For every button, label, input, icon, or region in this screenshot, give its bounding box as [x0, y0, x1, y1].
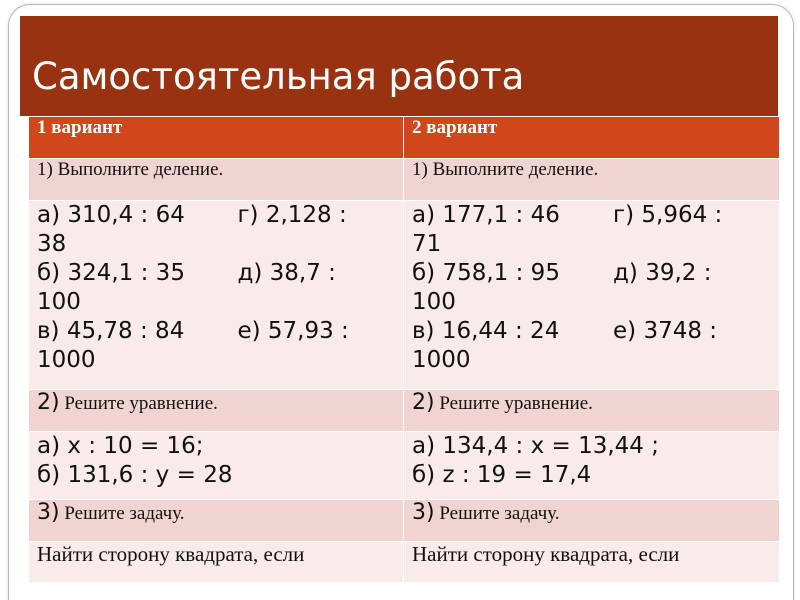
equation-v2-b: б) z : 19 = 17,4	[412, 462, 592, 488]
header-variant-1: 1 вариант	[28, 116, 404, 159]
task2-label-v1: 2) Решите уравнение.	[28, 389, 404, 432]
task1-v1-line: в) 45,78 : 84 е) 57,93 :	[37, 318, 349, 344]
equation-v1-b: б) 131,6 : у = 28	[37, 462, 233, 488]
equation-v1-a: а) х : 10 = 16;	[37, 433, 204, 459]
task1-v2-line: б) 758,1 : 95 д) 39,2 :	[412, 260, 712, 286]
task1-v2-line: в) 16,44 : 24 е) 3748 :	[412, 318, 718, 344]
task1-content-row: а) 310,4 : 64 г) 2,128 : 38 б) 324,1 : 35…	[28, 200, 780, 390]
task3-v1-content: Найти сторону квадрата, если	[28, 541, 404, 583]
task3-row: 3) Решите задачу. 3) Решите задачу.	[28, 499, 780, 542]
task3-v2-content: Найти сторону квадрата, если	[403, 541, 780, 583]
header-variant-2: 2 вариант	[403, 116, 780, 159]
task1-v1-line: б) 324,1 : 35 д) 38,7 :	[37, 260, 336, 286]
task2-label-v2: 2) Решите уравнение.	[403, 389, 780, 432]
task1-v2-wrap: 1000	[412, 347, 471, 373]
task2-v1-content: а) х : 10 = 16; б) 131,6 : у = 28	[28, 431, 404, 500]
task1-row: 1) Выполните деление. 1) Выполните делен…	[28, 158, 780, 201]
task2-content-row: а) х : 10 = 16; б) 131,6 : у = 28 а) 134…	[28, 431, 780, 500]
task1-v1-content: а) 310,4 : 64 г) 2,128 : 38 б) 324,1 : 35…	[28, 200, 404, 390]
task3-label-v2: 3) Решите задачу.	[403, 499, 780, 542]
task1-v1-wrap: 100	[37, 289, 81, 315]
task1-v2-wrap: 100	[412, 289, 456, 315]
title-band	[20, 16, 778, 116]
equation-v2-a: а) 134,4 : х = 13,44 ;	[412, 433, 660, 459]
task1-v2-line: а) 177,1 : 46 г) 5,964 :	[412, 202, 723, 228]
task1-v1-wrap: 1000	[37, 347, 96, 373]
task1-v1-wrap: 38	[37, 231, 67, 257]
task1-label-v2: 1) Выполните деление.	[403, 158, 780, 201]
task2-v2-content: а) 134,4 : х = 13,44 ; б) z : 19 = 17,4	[403, 431, 780, 500]
task3-label-v1: 3) Решите задачу.	[28, 499, 404, 542]
task2-row: 2) Решите уравнение. 2) Решите уравнение…	[28, 389, 780, 432]
header-row: 1 вариант 2 вариант	[28, 116, 780, 159]
task3-content-row: Найти сторону квадрата, если Найти сторо…	[28, 541, 780, 583]
work-table: 1 вариант 2 вариант 1) Выполните деление…	[28, 116, 780, 583]
task1-v2-content: а) 177,1 : 46 г) 5,964 : 71 б) 758,1 : 95…	[403, 200, 780, 390]
task1-v1-line: а) 310,4 : 64 г) 2,128 :	[37, 202, 347, 228]
slide-title: Самостоятельная работа	[32, 55, 525, 98]
task1-v2-wrap: 71	[412, 231, 442, 257]
task1-label-v1: 1) Выполните деление.	[28, 158, 404, 201]
